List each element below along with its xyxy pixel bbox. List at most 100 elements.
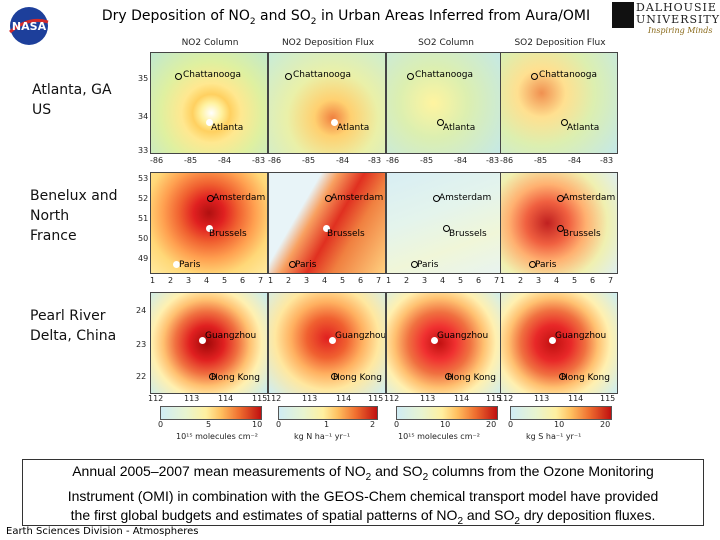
city-label: Guangzhou [555,331,607,341]
lon-tick: 113 [184,394,200,403]
colorbar-so2-flux [510,406,612,420]
lon-tick: 7 [258,276,264,285]
city-label: Hong Kong [447,373,496,383]
city-label: Guangzhou [335,331,386,341]
city-label: Chattanooga [183,70,242,80]
lon-tick: 113 [302,394,318,403]
lon-tick: -85 [420,156,434,165]
city-label: Chattanooga [415,70,474,80]
dalhousie-logo: DALHOUSIE UNIVERSITY Inspiring Minds [612,1,720,38]
colorbar-tick: 0 [508,420,514,429]
city-label: Guangzhou [205,331,257,341]
city-label: Amsterdam [439,193,492,203]
colorbar-tick: 2 [370,420,376,429]
lon-tick: 3 [304,276,310,285]
lon-tick: 4 [440,276,446,285]
lon-tick: -85 [184,156,198,165]
city-label: Brussels [209,229,247,239]
colorbar-tick: 5 [206,420,212,429]
lon-tick: 2 [168,276,174,285]
column-header-no2-flux: NO2 Deposition Flux [281,38,375,48]
lon-tick: 1 [150,276,156,285]
column-header-so2-flux: SO2 Deposition Flux [514,38,606,48]
lon-tick: -83 [252,156,266,165]
lon-tick: -85 [534,156,548,165]
caption-line-2: Instrument (OMI) in combination with the… [67,487,659,504]
city-label: Atlanta [337,123,370,133]
university-tagline: Inspiring Minds [648,26,713,35]
lon-tick: 4 [204,276,210,285]
lon-tick: -83 [486,156,500,165]
map-atlanta-so2-column: Chattanooga Atlanta [386,52,504,154]
lon-tick: 1 [268,276,274,285]
lat-tick: 51 [138,214,149,223]
lon-tick: 112 [266,394,282,403]
lon-tick: 6 [358,276,364,285]
city-label: Atlanta [443,123,476,133]
map-atlanta-no2-column: Chattanooga Atlanta [150,52,268,154]
lat-tick: 24 [136,306,147,315]
row-label-pearl-river: Pearl River Delta, China [30,308,117,344]
lat-tick: 23 [136,340,147,349]
nasa-logo: NASA [9,7,49,45]
colorbar-unit: kg N ha⁻¹ yr⁻¹ [294,432,351,441]
lat-tick: 33 [138,146,149,155]
lat-tick: 49 [138,254,149,263]
lon-tick: 112 [148,394,164,403]
lon-tick: -85 [302,156,316,165]
caption-line-3: the first global budgets and estimates o… [70,506,656,527]
map-benelux-so2-flux: Amsterdam Brussels Paris [500,172,618,274]
colorbar-so2-column [396,406,498,420]
city-label: Paris [179,260,201,270]
city-label: Brussels [449,229,487,239]
lat-tick: 50 [138,234,149,243]
city-label: Hong Kong [333,373,382,383]
university-name: DALHOUSIE UNIVERSITY [636,1,720,26]
city-label: Brussels [327,229,365,239]
lon-tick: 7 [494,276,500,285]
lon-tick: 6 [590,276,596,285]
lon-tick: 7 [376,276,382,285]
colorbar-unit: 10¹⁵ molecules cm⁻² [398,432,480,441]
lon-tick: -86 [268,156,282,165]
city-label: Paris [295,260,317,270]
city-label: Chattanooga [539,70,598,80]
caption-box: Annual 2005–2007 mean measurements of NO… [22,459,704,527]
lon-tick: 3 [422,276,428,285]
map-benelux-so2-column: Amsterdam Brussels Paris [386,172,504,274]
lon-tick: 4 [322,276,328,285]
caption-line-1: Annual 2005–2007 mean measurements of NO… [72,463,654,483]
map-benelux-no2-column: Amsterdam Brussels Paris [150,172,268,274]
lon-tick: 3 [536,276,542,285]
lon-tick: 2 [404,276,410,285]
lon-tick: 2 [286,276,292,285]
colorbar-tick: 0 [394,420,400,429]
lon-tick: 7 [608,276,614,285]
city-label: Amsterdam [213,193,266,203]
colorbar-tick: 0 [158,420,164,429]
nasa-logo-text: NASA [12,20,47,33]
lon-tick: 113 [420,394,436,403]
lon-tick: -84 [336,156,350,165]
city-label: Hong Kong [561,373,610,383]
map-prd-so2-flux: Guangzhou Hong Kong [500,292,618,394]
lon-tick: -84 [218,156,232,165]
lon-tick: 3 [186,276,192,285]
map-prd-no2-column: Guangzhou Hong Kong [150,292,268,394]
lon-tick: -83 [368,156,382,165]
colorbar-tick: 20 [600,420,611,429]
colorbar-tick: 1 [324,420,330,429]
row-label-atlanta: Atlanta, GA US [32,82,112,118]
map-atlanta-so2-flux: Chattanooga Atlanta [500,52,618,154]
lon-tick: 5 [458,276,464,285]
lon-tick: 1 [500,276,506,285]
colorbar-tick: 10 [440,420,451,429]
shield-icon [612,2,634,28]
map-prd-so2-column: Guangzhou Hong Kong [386,292,504,394]
lon-tick: 6 [476,276,482,285]
lon-tick: 113 [534,394,550,403]
row-label-benelux: Benelux and North France [30,188,118,244]
lon-tick: 115 [486,394,502,403]
column-header-no2-column: NO2 Column [181,38,239,48]
city-label: Atlanta [211,123,244,133]
